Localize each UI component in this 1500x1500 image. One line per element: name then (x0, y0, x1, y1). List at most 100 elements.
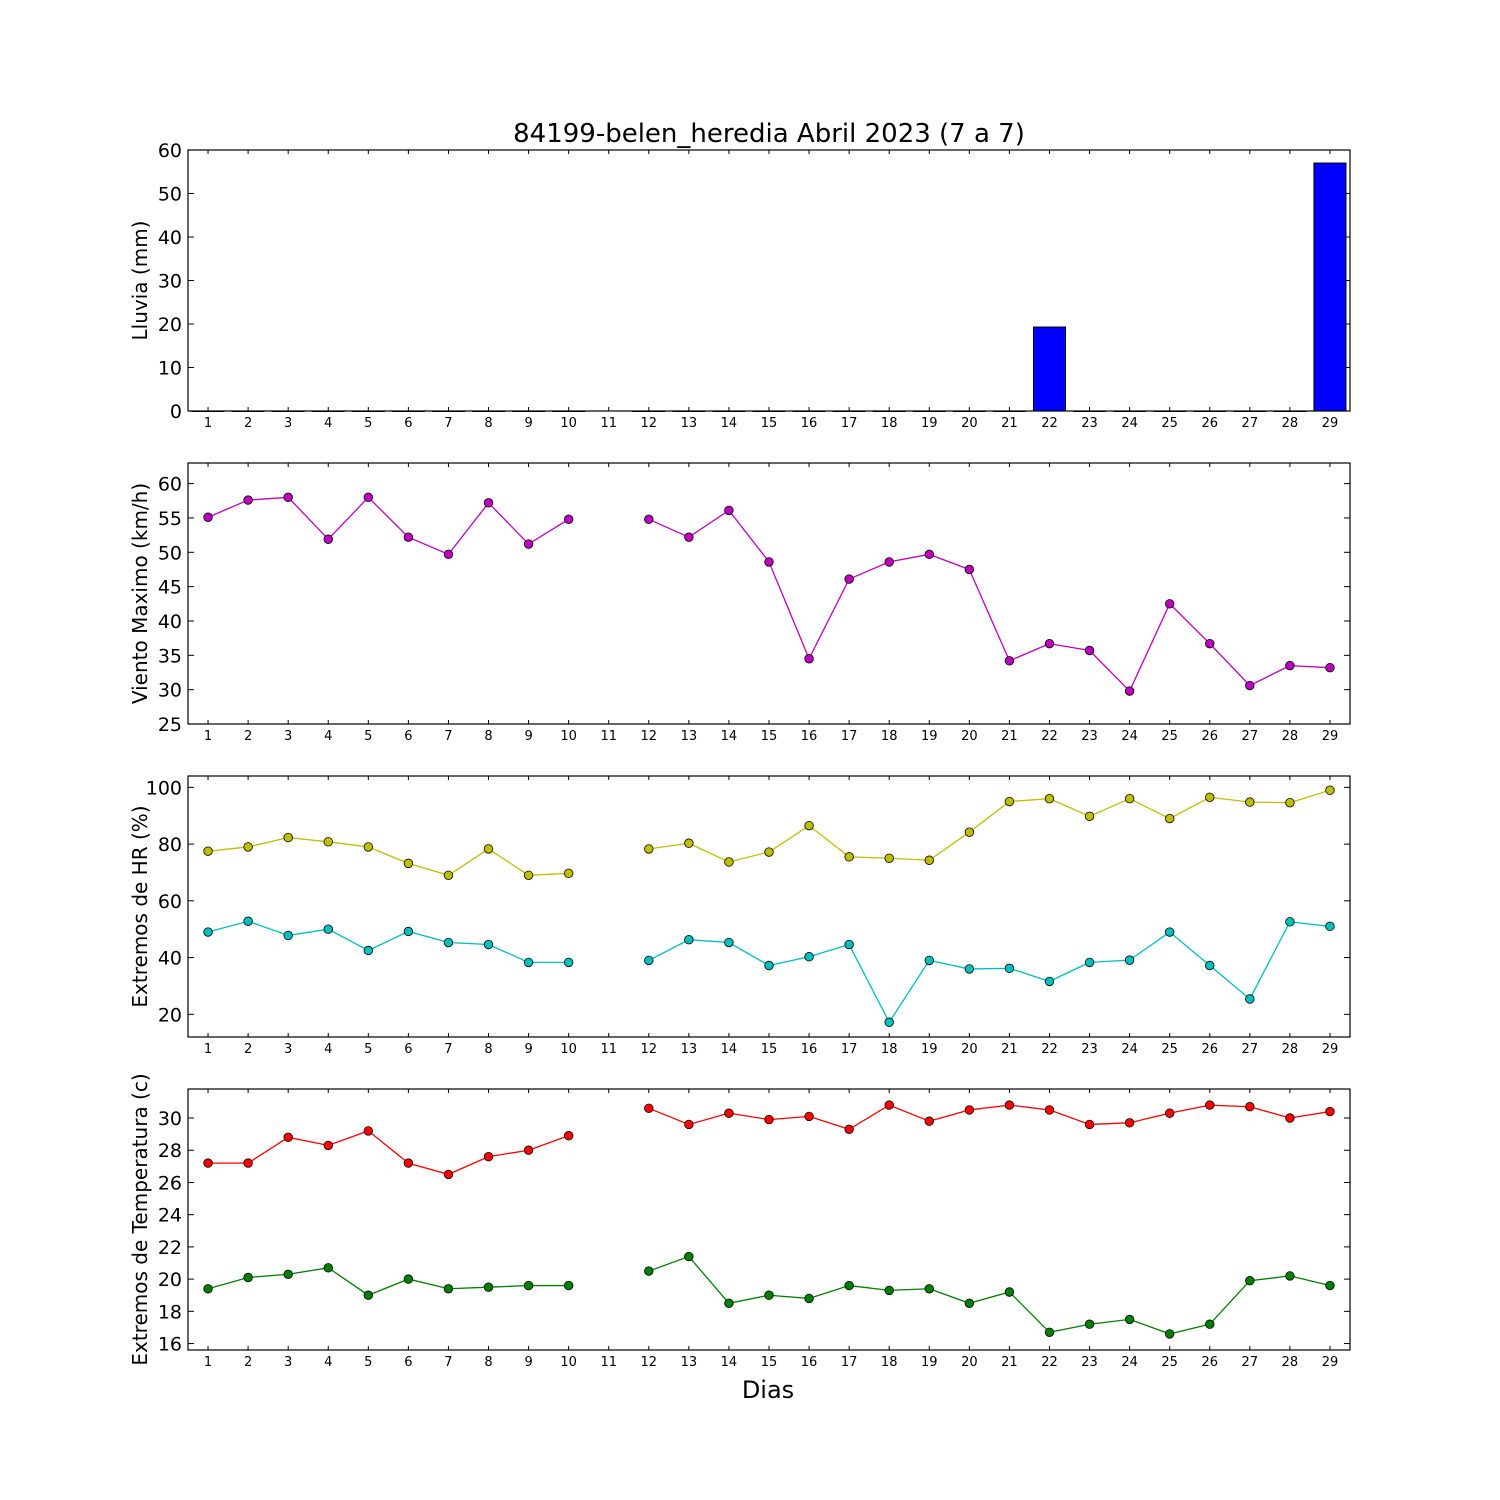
x-tick-label: 7 (444, 729, 452, 744)
x-tick-label: 27 (1242, 416, 1259, 431)
y-tick-label: 40 (158, 948, 182, 970)
x-tick-label: 17 (841, 416, 858, 431)
series-1-line (207, 836, 569, 877)
y-tick-label: 24 (158, 1205, 182, 1227)
series-1-line (207, 496, 569, 556)
y-tick-label: 30 (158, 271, 182, 293)
panel-4: 1 2 3 4 5 6 7 8 9 10 11 12 13 14 15 16 17 18 19 20 21 22 23 24 2… (128, 1073, 1351, 1370)
y-axis-label: Extremos de Temperatura (c) (128, 1073, 152, 1365)
x-tick-label: 29 (1322, 416, 1339, 431)
x-tick-label: 26 (1201, 1355, 1218, 1370)
x-tick-label: 6 (404, 416, 412, 431)
series-2-point (1084, 1319, 1095, 1329)
series-2-point (844, 939, 854, 950)
x-tick-label: 11 (600, 416, 617, 431)
x-tick-label: 3 (284, 1355, 292, 1370)
series-1-point (483, 1151, 494, 1162)
x-tick-label: 27 (1242, 1042, 1259, 1057)
x-tick-label: 17 (841, 1042, 858, 1057)
x-tick-label: 26 (1201, 729, 1218, 744)
x-tick-label: 6 (404, 729, 412, 744)
chart-title: 84199-belen_heredia Abril 2023 (7 a 7) (513, 119, 1025, 149)
series-1-point (1285, 797, 1295, 808)
x-tick-label: 14 (721, 729, 738, 744)
x-tick-label: 21 (1001, 1355, 1018, 1370)
x-tick-label: 18 (881, 729, 898, 744)
series-1-point (804, 654, 814, 664)
x-tick-label: 9 (524, 729, 532, 744)
series-1-point (1285, 1113, 1295, 1123)
series-2-point (1285, 1271, 1295, 1281)
x-tick-label: 21 (1001, 416, 1018, 431)
series-2-point (844, 1280, 854, 1291)
x-tick-label: 2 (244, 729, 252, 744)
series-1-point (283, 1132, 293, 1143)
series-1-point (764, 557, 774, 567)
series-2-point (724, 937, 734, 948)
y-tick-label: 60 (158, 474, 182, 496)
x-tick-label: 26 (1201, 1042, 1218, 1057)
series-1-point (924, 1116, 934, 1126)
series-2-point (523, 957, 534, 968)
series-2-point (323, 924, 333, 934)
series-2-point (884, 1285, 894, 1296)
x-tick-label: 24 (1121, 1355, 1138, 1370)
x-tick-label: 25 (1161, 1042, 1178, 1057)
series-1-point (644, 514, 654, 525)
x-tick-label: 26 (1201, 416, 1218, 431)
series-2-point (403, 926, 414, 937)
series-1-point (1205, 792, 1215, 802)
x-tick-label: 9 (524, 416, 532, 431)
x-tick-label: 16 (801, 729, 818, 744)
x-tick-label: 5 (364, 1355, 372, 1370)
series-2-point (1325, 1280, 1335, 1291)
series-1-point (363, 842, 374, 852)
x-tick-label: 5 (364, 729, 372, 744)
series-1-point (684, 1119, 694, 1130)
x-tick-label: 4 (324, 416, 332, 431)
x-tick-label: 29 (1322, 1042, 1339, 1057)
series-2-point (523, 1280, 534, 1291)
series-1-point (203, 512, 213, 522)
series-2-point (964, 964, 975, 974)
x-tick-label: 7 (444, 1355, 452, 1370)
x-axis-label: Dias (742, 1376, 794, 1404)
x-tick-label: 28 (1282, 416, 1299, 431)
x-tick-label: 2 (244, 416, 252, 431)
x-tick-label: 19 (921, 729, 938, 744)
x-tick-label: 17 (841, 1355, 858, 1370)
series-2-line (648, 921, 1331, 1024)
series-1-point (884, 853, 894, 863)
y-tick-label: 50 (158, 184, 182, 206)
series-1-point (844, 1124, 854, 1134)
series-1-point (1245, 797, 1255, 807)
x-tick-label: 19 (921, 1042, 938, 1057)
series-2-point (804, 1293, 814, 1304)
x-tick-label: 20 (961, 416, 978, 431)
x-tick-label: 10 (560, 729, 577, 744)
plot-frame (187, 462, 1351, 725)
series-2-point (644, 1266, 654, 1276)
series-2-point (1205, 960, 1215, 971)
y-tick-label: 20 (158, 314, 182, 336)
series-1-point (1325, 1106, 1335, 1117)
x-tick-label: 25 (1161, 416, 1178, 431)
x-tick-label: 11 (600, 1042, 617, 1057)
series-2-point (1044, 976, 1055, 987)
x-tick-label: 3 (284, 416, 292, 431)
x-tick-label: 2 (244, 1355, 252, 1370)
y-tick-label: 30 (158, 680, 182, 702)
x-tick-label: 22 (1041, 729, 1058, 744)
x-tick-label: 13 (681, 1355, 698, 1370)
x-tick-label: 9 (524, 1355, 532, 1370)
x-tick-label: 4 (324, 1042, 332, 1057)
x-tick-label: 23 (1081, 729, 1098, 744)
series-1-line (208, 1130, 569, 1176)
series-2-point (443, 937, 454, 948)
series-1-point (1084, 811, 1095, 821)
series-2-point (684, 1251, 694, 1262)
series-1-point (1325, 785, 1335, 795)
series-1-point (243, 842, 253, 852)
series-1-line (648, 789, 1331, 863)
